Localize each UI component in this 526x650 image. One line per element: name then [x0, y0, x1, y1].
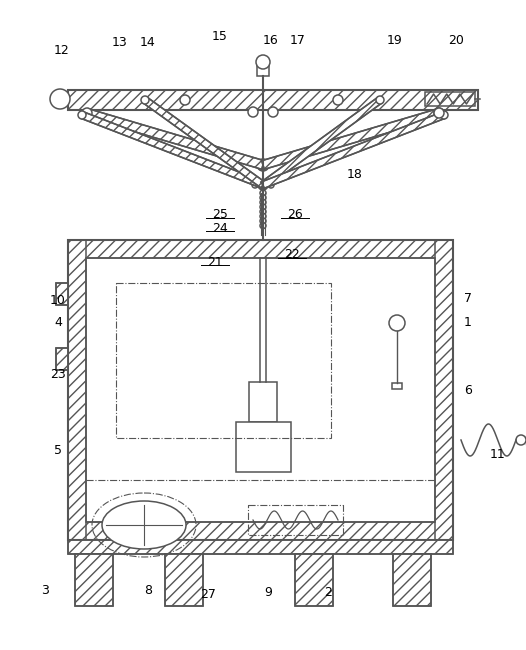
Circle shape — [260, 204, 266, 210]
Bar — [56, 283, 68, 305]
Bar — [68, 540, 453, 554]
Circle shape — [260, 190, 266, 196]
Bar — [56, 283, 68, 305]
Circle shape — [260, 194, 266, 201]
Circle shape — [260, 209, 266, 214]
Circle shape — [516, 435, 526, 445]
Bar — [68, 90, 478, 110]
Bar — [56, 348, 68, 370]
Text: 13: 13 — [112, 36, 128, 49]
Circle shape — [260, 223, 266, 229]
Circle shape — [260, 200, 266, 205]
Bar — [236, 422, 291, 472]
Circle shape — [434, 108, 444, 118]
Bar — [68, 240, 86, 540]
Circle shape — [50, 89, 70, 109]
Bar — [68, 540, 453, 554]
Text: 23: 23 — [50, 369, 66, 382]
Circle shape — [434, 108, 444, 118]
Text: 25: 25 — [212, 209, 228, 222]
Circle shape — [260, 213, 266, 219]
Circle shape — [268, 107, 278, 117]
Bar — [56, 348, 68, 370]
Bar — [68, 240, 453, 258]
Text: 4: 4 — [54, 317, 62, 330]
Circle shape — [333, 95, 343, 105]
Text: 21: 21 — [207, 255, 223, 268]
Bar — [248, 505, 343, 535]
Text: 5: 5 — [54, 443, 62, 456]
Polygon shape — [143, 97, 265, 188]
Bar — [393, 554, 431, 606]
Bar — [75, 554, 113, 606]
Polygon shape — [262, 109, 440, 169]
Text: 14: 14 — [140, 36, 156, 49]
Circle shape — [389, 315, 405, 331]
Bar — [393, 554, 431, 606]
Text: 1: 1 — [464, 317, 472, 330]
Circle shape — [252, 182, 258, 188]
Text: 12: 12 — [54, 44, 70, 57]
Bar — [425, 92, 475, 106]
Circle shape — [180, 95, 190, 105]
Polygon shape — [86, 109, 264, 169]
Circle shape — [260, 218, 266, 224]
Bar — [435, 240, 453, 540]
Text: 22: 22 — [284, 248, 300, 261]
Text: 10: 10 — [50, 294, 66, 307]
Bar — [68, 522, 453, 540]
Circle shape — [440, 111, 448, 119]
Ellipse shape — [102, 501, 186, 549]
Circle shape — [258, 180, 268, 190]
Circle shape — [376, 96, 384, 104]
Polygon shape — [262, 112, 446, 188]
Bar — [86, 258, 435, 522]
Bar — [165, 554, 203, 606]
Text: 27: 27 — [200, 588, 216, 601]
Circle shape — [141, 96, 149, 104]
Text: 15: 15 — [212, 31, 228, 44]
Bar — [116, 283, 331, 438]
Circle shape — [78, 111, 86, 119]
Text: 16: 16 — [263, 34, 279, 47]
Text: 2: 2 — [324, 586, 332, 599]
Text: 11: 11 — [490, 448, 506, 461]
Bar — [165, 554, 203, 606]
Text: 8: 8 — [144, 584, 152, 597]
Text: 20: 20 — [448, 34, 464, 47]
Circle shape — [257, 159, 269, 171]
Text: 26: 26 — [287, 209, 303, 222]
Circle shape — [248, 107, 258, 117]
Bar — [75, 554, 113, 606]
Polygon shape — [261, 97, 382, 188]
Circle shape — [256, 55, 270, 69]
Bar — [68, 90, 478, 110]
Text: 24: 24 — [212, 222, 228, 235]
Circle shape — [268, 182, 274, 188]
Text: 9: 9 — [264, 586, 272, 599]
Text: 17: 17 — [290, 34, 306, 47]
Circle shape — [82, 108, 92, 118]
Bar — [249, 382, 277, 422]
Bar — [295, 554, 333, 606]
Bar — [392, 383, 402, 389]
Text: 6: 6 — [464, 384, 472, 396]
Bar — [295, 554, 333, 606]
Text: 7: 7 — [464, 291, 472, 304]
Polygon shape — [80, 112, 264, 188]
Text: 18: 18 — [347, 168, 363, 181]
Text: 3: 3 — [41, 584, 49, 597]
Bar — [257, 66, 269, 76]
Text: 19: 19 — [387, 34, 403, 47]
Bar — [68, 240, 453, 540]
